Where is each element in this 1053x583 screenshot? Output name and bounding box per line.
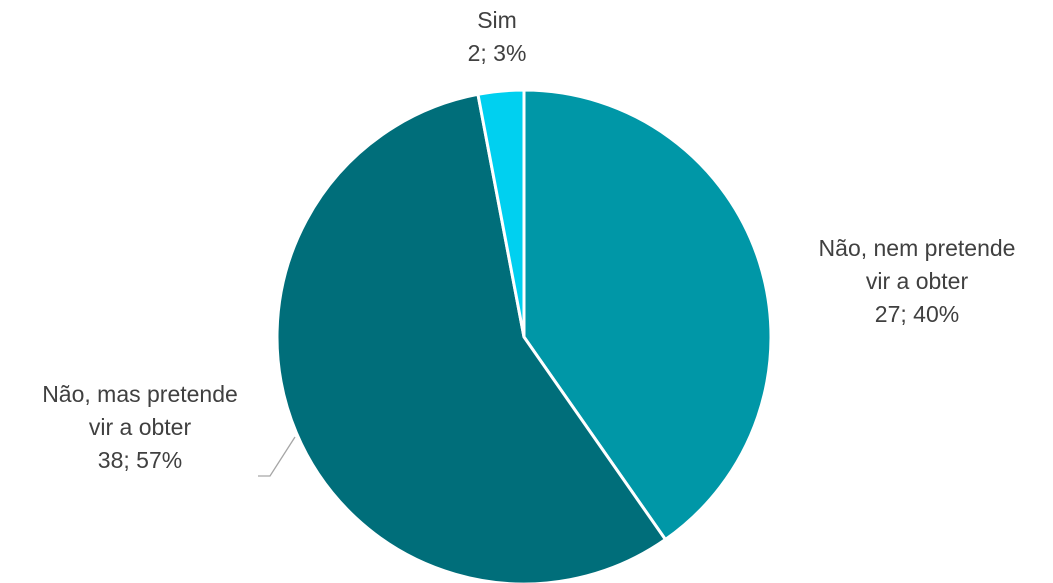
pie-slices	[275, 88, 773, 583]
slice-category-label: Não, nem pretende	[819, 235, 1016, 261]
slice-value-label: 27; 40%	[875, 301, 959, 327]
slice-label-3: Sim 2; 3%	[468, 7, 527, 66]
slice-category-label: Sim	[477, 7, 517, 33]
slice-value-label: 2; 3%	[468, 40, 527, 66]
data-labels: Não, nem pretende vir a obter 27; 40%Não, …	[42, 7, 1015, 473]
slice-category-label: Não, mas pretende	[42, 381, 238, 407]
leader-line-2	[258, 436, 296, 477]
slice-label-1: Não, nem pretende vir a obter 27; 40%	[819, 235, 1016, 327]
slice-value-label: 38; 57%	[98, 447, 182, 473]
leader-lines	[258, 436, 296, 477]
slice-category-label: vir a obter	[89, 414, 192, 440]
pie-slice-1	[522, 88, 773, 542]
slice-category-label: vir a obter	[866, 268, 969, 294]
slice-label-2: Não, mas pretende vir a obter 38; 57%	[42, 381, 238, 473]
pie-slice-3	[476, 88, 526, 339]
pie-slice-2	[275, 92, 667, 583]
